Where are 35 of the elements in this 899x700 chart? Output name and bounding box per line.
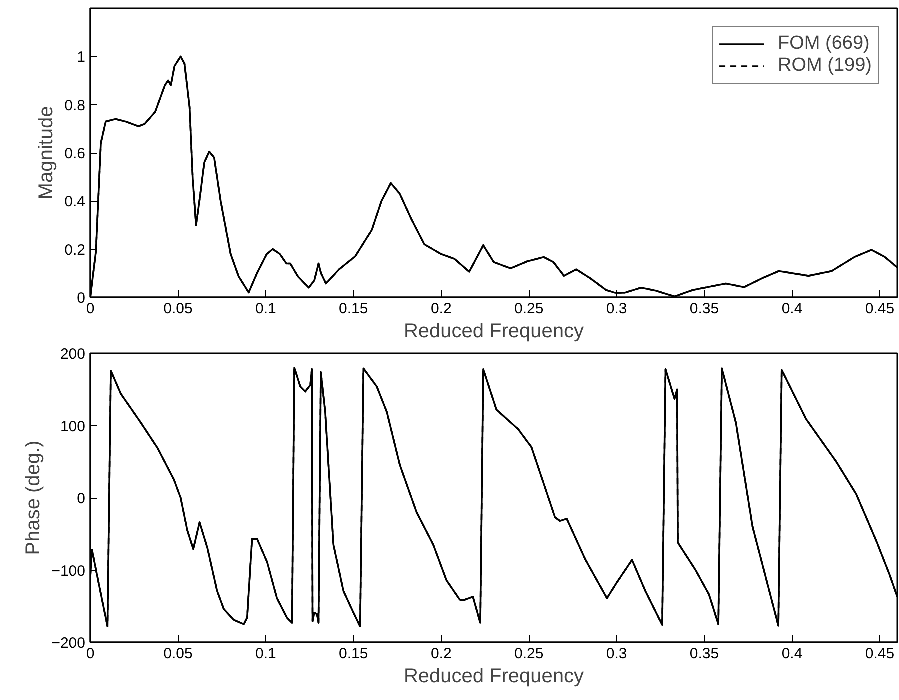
x-tick-label: 0.1 [256, 646, 276, 662]
legend-label: FOM (669) [778, 33, 870, 55]
x-tick-label: 0.05 [164, 300, 193, 318]
x-tick-label: 0.25 [514, 646, 544, 662]
y-tick-label: 0.2 [64, 242, 86, 259]
x-tick-label: 0.1 [256, 300, 276, 318]
x-tick-label: 0.45 [865, 646, 895, 662]
x-tick-label: 0.15 [339, 300, 368, 318]
x-axis-title: Reduced Frequency [404, 666, 584, 688]
x-axis-title: Reduced Frequency [404, 320, 584, 342]
y-axis-title: Magnitude [36, 106, 58, 200]
x-tick-label: 0.3 [606, 646, 628, 662]
x-tick-label: 0.2 [430, 300, 452, 318]
y-tick-label: 0.6 [64, 146, 86, 162]
y-tick-label: 100 [60, 418, 86, 436]
x-tick-label: 0.35 [690, 300, 720, 318]
x-tick-label: 0.3 [606, 300, 628, 318]
x-tick-label: 0.35 [690, 646, 720, 662]
x-tick-label: 0.45 [865, 300, 895, 318]
x-tick-label: 0.25 [514, 300, 544, 318]
y-tick-label: −200 [52, 635, 86, 652]
x-tick-label: 0.15 [339, 646, 368, 662]
y-axis-title: Phase (deg.) [22, 440, 45, 556]
y-tick-label: −100 [52, 562, 86, 580]
y-tick-label: 0.8 [64, 97, 86, 114]
x-tick-label: 0.05 [164, 646, 193, 662]
x-tick-label: 0.4 [782, 646, 803, 662]
x-tick-label: 0.4 [782, 300, 803, 318]
y-tick-label: 0 [77, 290, 86, 307]
legend-label: ROM (199) [778, 55, 872, 77]
y-tick-label: 0.4 [64, 194, 86, 211]
y-tick-label: 1 [77, 49, 86, 66]
y-tick-label: 0 [77, 490, 86, 508]
x-tick-label: 0.2 [430, 646, 452, 662]
y-tick-label: 200 [60, 346, 86, 363]
